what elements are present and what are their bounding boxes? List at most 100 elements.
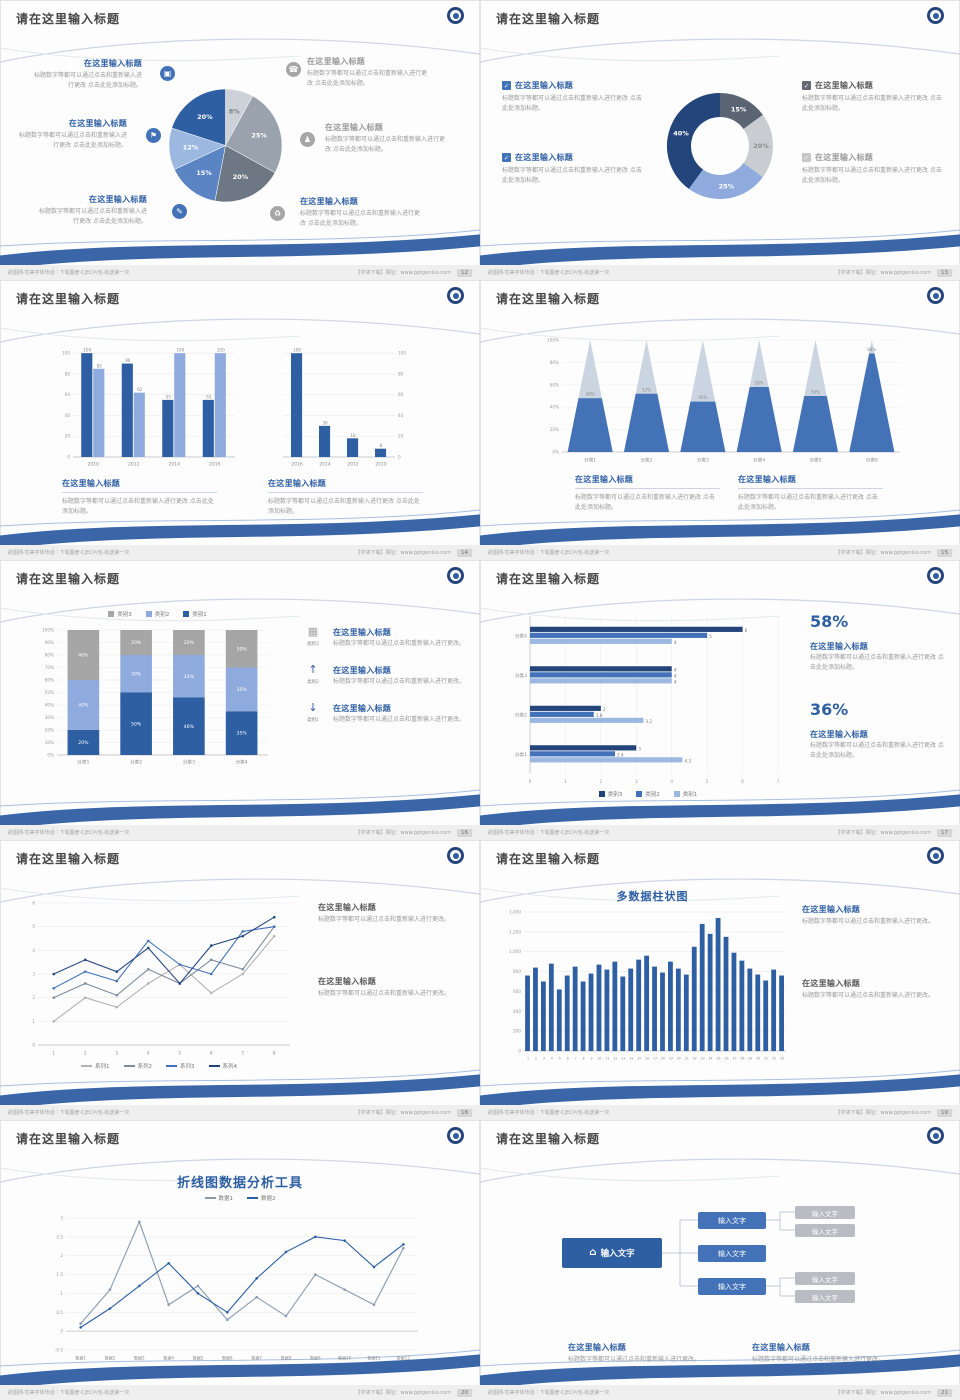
svg-text:数据5: 数据5 — [193, 1355, 204, 1361]
svg-text:60%: 60% — [550, 382, 559, 387]
svg-text:0: 0 — [398, 455, 401, 460]
legend-item: 系列4 — [208, 1062, 237, 1070]
block-title: 在这里输入标题 — [802, 979, 861, 988]
page-number: 19 — [937, 1108, 952, 1117]
page-number: 18 — [457, 1108, 472, 1117]
stat-block: 36% 在这里输入标题 标题数字等都可以通过点击和重新输入进行更改 点击此处添加… — [810, 700, 948, 761]
svg-text:30%: 30% — [237, 646, 248, 652]
legend-line — [166, 1065, 177, 1067]
svg-text:数据8: 数据8 — [281, 1355, 292, 1361]
block-title: 在这里输入标题 — [810, 642, 869, 651]
arrow-down-icon: ↓ — [308, 700, 318, 714]
slide-17[interactable]: 请在这里输入标题 0 1 2 3 4 5 6 7 6 5 4 分类4 4 4 4 分类3 2 1.8 3.2 分类2 3… — [480, 560, 960, 840]
svg-text:8: 8 — [273, 1051, 276, 1056]
svg-text:2012: 2012 — [347, 462, 359, 468]
svg-text:2010: 2010 — [375, 462, 387, 468]
svg-text:34%: 34% — [184, 674, 195, 680]
block-body: 标题数字等都可以通过点击和重新输入进行更改 点击此处添加标题。 — [802, 95, 942, 112]
school-logo-icon — [927, 847, 944, 864]
slide-13[interactable]: 请在这里输入标题 15% 20% 25% 40% ✓ 在这里输入标题 标题数字等都可以通… — [480, 0, 960, 280]
category-rows: ▦ 类别3 在这里输入标题 标题数字等都可以通过点击和重新输入进行更改。 ↑ 类别2 … — [300, 620, 468, 734]
block-body: 标题数字等都可以通过点击和重新输入进行更改。 — [318, 990, 451, 997]
svg-text:100: 100 — [83, 348, 91, 353]
block-body: 标题数字等都可以通过点击和重新输入进行更改。 — [802, 992, 935, 999]
slide-14[interactable]: 请在这里输入标题 0 20 40 60 80 100 100 85 2010 90 62 2012 55… — [0, 280, 480, 560]
slide-12[interactable]: 请在这里输入标题 8% 25% 20% 15% 12% 20% ▣ ☎ ⚑ ♟ ✎ ♻ 在… — [0, 0, 480, 280]
block-body: 标题数字等都可以通过点击和重新输入进行更改 点击此处添加标题。 — [300, 210, 421, 227]
svg-text:3: 3 — [638, 746, 641, 751]
svg-text:50%: 50% — [45, 690, 54, 695]
page-number: 21 — [937, 1388, 952, 1397]
horizontal-bar-chart: 0 1 2 3 4 5 6 7 6 5 4 分类4 4 4 4 分类3 2 1.8 3.2 分类2 3 2.4 4.3 分类1 — [504, 610, 792, 786]
monitor-icon: ▣ — [160, 66, 175, 81]
block-title: 在这里输入标题 — [815, 153, 874, 162]
svg-text:分类1: 分类1 — [584, 457, 596, 464]
svg-text:28: 28 — [740, 1057, 744, 1061]
svg-text:5: 5 — [32, 924, 35, 929]
text-block: 在这里输入标题 标题数字等都可以通过点击和重新输入进行更改 点击此处添加标题。 — [30, 58, 142, 91]
svg-text:1: 1 — [564, 779, 567, 784]
svg-text:80: 80 — [65, 371, 71, 376]
block-body: 标题数字等都可以通过点击和重新输入进行更改。 — [333, 640, 466, 647]
school-logo-icon — [927, 567, 944, 584]
block-body: 标题数字等都可以通过点击和重新输入进行更改 点击此处添加标题。 — [33, 72, 142, 89]
slide-18[interactable]: 请在这里输入标题 0 1 2 3 4 5 6 1 2 3 4 5 6 7 8 系列1 系列2 系列3 系列4… — [0, 840, 480, 1120]
page-number: 12 — [457, 268, 472, 277]
slide-20[interactable]: 请在这里输入标题 折线图数据分析工具 数据1 数据2 -0.5 0 0.5 1 1.5 2… — [0, 1120, 480, 1400]
slide-title: 请在这里输入标题 — [496, 12, 601, 26]
pyramid-chart: 0% 20% 40% 60% 80% 100% 48% 分类1 52% 分类2 45% 分类3 58% 分… — [538, 332, 906, 464]
svg-text:6: 6 — [745, 628, 748, 633]
svg-text:100%: 100% — [547, 338, 559, 343]
block-title: 在这里输入标题 — [268, 478, 423, 493]
school-logo-icon — [927, 7, 944, 24]
svg-text:2: 2 — [84, 1051, 87, 1056]
svg-text:40: 40 — [398, 413, 404, 418]
svg-text:5: 5 — [559, 1057, 561, 1061]
svg-text:35%: 35% — [237, 731, 248, 737]
legend-line — [123, 1065, 135, 1067]
slide-footer: 航图网·优美字体传话｜下载图册·CJEC片包·就送第一次 【字体下载】网址：ww… — [0, 1385, 480, 1400]
svg-text:30%: 30% — [45, 715, 54, 720]
footer-site-text: 【字体下载】网址：www.pptgenius.com — [355, 830, 451, 836]
slide-16[interactable]: 请在这里输入标题 类别3 类别2 类别1 0% 10% 20% 30% 40% 50% 60… — [0, 560, 480, 840]
svg-text:32: 32 — [772, 1057, 776, 1061]
svg-text:90%: 90% — [45, 640, 54, 645]
svg-text:90: 90 — [125, 358, 131, 363]
svg-text:20%: 20% — [184, 640, 195, 646]
block-body: 标题数字等都可以通过点击和重新输入进行更改 点击此处添加标题。 — [575, 494, 715, 511]
block-title: 在这里输入标题 — [752, 1343, 811, 1352]
block-body: 标题数字等都可以通过点击和重新输入进行更改 点击此处添加标题。 — [38, 208, 147, 225]
chart-legend: 类别3 类别2 类别1 — [40, 610, 275, 618]
svg-text:7: 7 — [241, 1051, 244, 1056]
footer-left-text: 航图网·优美字体传话｜下载图册·CJEC片包·就送第一次 — [488, 1390, 610, 1396]
legend-swatch — [636, 791, 643, 797]
arrow-up-icon: ↑ — [308, 662, 318, 676]
slide-19[interactable]: 请在这里输入标题 多数据柱状图 0 200 400 600 800 1,000 1,200 1… — [480, 840, 960, 1120]
block-body: 标题数字等都可以通过点击和重新输入进行更改 点击此处添加标题。 — [502, 167, 642, 184]
slide-title: 请在这里输入标题 — [496, 1132, 601, 1146]
slide-15[interactable]: 请在这里输入标题 0% 20% 40% 60% 80% 100% 48% 分类1 52% 分类2 4… — [480, 280, 960, 560]
footer-right: 【字体下载】网址：www.pptgenius.com 18 — [355, 1108, 472, 1117]
block-body: 标题数字等都可以通过点击和重新输入进行更改 点击此处添加标题。 — [307, 70, 428, 87]
checkbox-icon: ✓ — [802, 153, 811, 162]
svg-text:4: 4 — [32, 948, 35, 953]
svg-text:10: 10 — [597, 1057, 601, 1061]
svg-text:6: 6 — [32, 901, 35, 906]
footer-right: 【字体下载】网址：www.pptgenius.com 21 — [835, 1388, 952, 1397]
diagram-child-box: 输入文字 — [698, 1212, 766, 1229]
svg-text:6: 6 — [210, 1051, 213, 1056]
svg-text:1,000: 1,000 — [509, 949, 521, 954]
svg-text:1,200: 1,200 — [509, 929, 521, 934]
footer-site-text: 【字体下载】网址：www.pptgenius.com — [835, 270, 931, 276]
pie-chart: 8% 25% 20% 15% 12% 20% — [168, 88, 283, 203]
footer-right: 【字体下载】网址：www.pptgenius.com 15 — [835, 548, 952, 557]
block-title: 在这里输入标题 — [815, 81, 874, 90]
svg-text:0.5: 0.5 — [56, 1310, 63, 1315]
svg-text:20%: 20% — [233, 173, 249, 181]
block-title: 在这里输入标题 — [325, 123, 384, 132]
svg-text:5: 5 — [709, 634, 712, 639]
slide-21[interactable]: 请在这里输入标题 ⌂ 输入文字 输入文字 输入文字 输入文字 输入文字 输入文字 … — [480, 1120, 960, 1400]
slide-footer: 航图网·优美字体传话｜下载图册·CJEC片包·就送第一次 【字体下载】网址：ww… — [480, 825, 960, 840]
svg-text:22: 22 — [693, 1057, 697, 1061]
svg-text:40%: 40% — [673, 129, 689, 137]
